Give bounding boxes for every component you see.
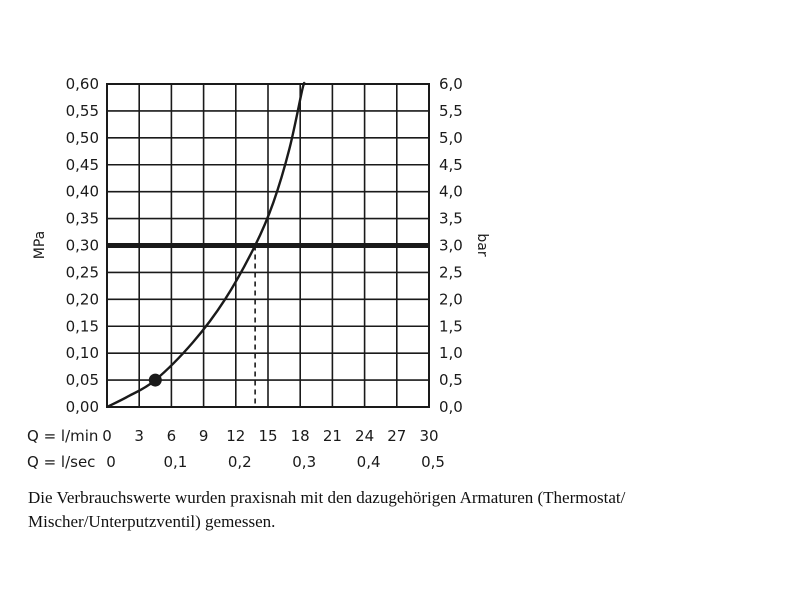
caption-text: Die Verbrauchswerte wurden praxisnah mit… [28,488,626,531]
right-tick-label: 2,5 [439,263,463,281]
x-lmin-tick-label: 18 [291,427,310,445]
left-tick-label: 0,00 [66,398,99,416]
left-tick-label: 0,05 [66,371,99,389]
x-axis-lsec-label: Q = l/sec [27,453,95,471]
left-tick-label: 0,15 [66,317,99,335]
right-axis-label: bar [474,233,490,256]
right-tick-label: 1,0 [439,344,463,362]
left-tick-label: 0,20 [66,290,99,308]
chart-marks [106,81,429,409]
x-lsec-tick-label: 0,3 [292,453,316,471]
x-axis-lmin-ticks: 0 3 6 9 12 15 18 21 24 27 30 [102,427,438,445]
x-lsec-tick-label: 0,2 [228,453,252,471]
right-tick-label: 6,0 [439,75,463,93]
right-axis-ticks: 0,0 0,5 1,0 1,5 2,0 2,5 3,0 3,5 4,0 4,5 5,0 5,5 6,0 [439,75,463,416]
x-lmin-tick-label: 30 [419,427,438,445]
x-lmin-tick-label: 0 [102,427,112,445]
right-tick-label: 3,5 [439,210,463,228]
right-tick-label: 4,0 [439,183,463,201]
left-tick-label: 0,25 [66,263,99,281]
right-tick-label: 3,0 [439,237,463,255]
left-tick-label: 0,60 [66,75,99,93]
pressure-flow-chart: 0,000,050,100,150,200,250,300,350,400,45… [27,75,490,471]
right-tick-label: 0,5 [439,371,463,389]
left-tick-label: 0,45 [66,156,99,174]
x-lmin-tick-label: 15 [258,427,277,445]
flow-curve-line [106,81,306,409]
x-lmin-tick-label: 3 [134,427,144,445]
x-lsec-tick-label: 0 [106,453,116,471]
right-tick-label: 5,0 [439,129,463,147]
right-tick-label: 5,5 [439,102,463,120]
x-axis-lmin-label: Q = l/min [27,427,98,445]
x-axis-lsec-ticks: 0 0,1 0,2 0,3 0,4 0,5 [106,453,445,471]
left-tick-label: 0,35 [66,210,99,228]
left-tick-label: 0,10 [66,344,99,362]
x-lsec-tick-label: 0,4 [357,453,381,471]
x-lmin-tick-label: 12 [226,427,245,445]
data-point-marker [148,373,162,387]
x-lmin-tick-label: 6 [167,427,177,445]
left-tick-label: 0,55 [66,102,99,120]
x-lsec-tick-label: 0,5 [421,453,445,471]
left-tick-label: 0,50 [66,129,99,147]
x-lmin-tick-label: 27 [387,427,406,445]
x-lmin-tick-label: 21 [323,427,342,445]
left-tick-label: 0,40 [66,183,99,201]
right-tick-label: 2,0 [439,290,463,308]
left-axis-ticks: 0,00 0,05 0,10 0,15 0,20 0,25 0,30 0,35 0,40 0,45… [66,75,99,416]
left-tick-label: 0,30 [66,237,99,255]
x-lmin-tick-label: 9 [199,427,209,445]
left-axis-label: MPa [32,231,48,259]
right-tick-label: 4,5 [439,156,463,174]
x-lmin-tick-label: 24 [355,427,374,445]
x-lsec-tick-label: 0,1 [163,453,187,471]
right-tick-label: 0,0 [439,398,463,416]
right-tick-label: 1,5 [439,317,463,335]
